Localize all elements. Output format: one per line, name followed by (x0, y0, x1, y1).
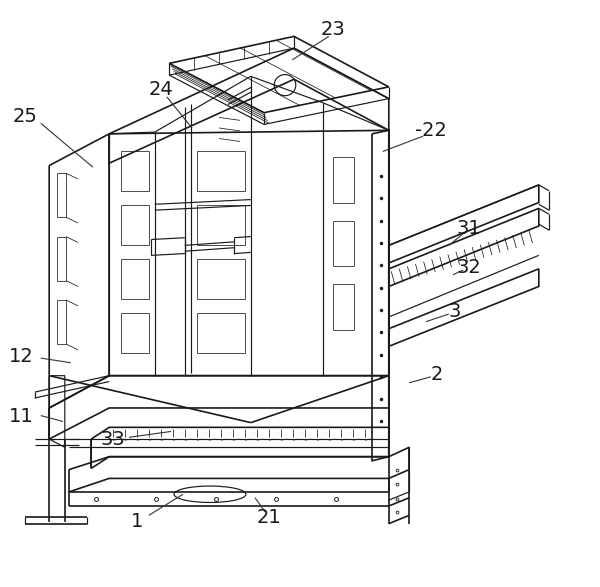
Text: 33: 33 (100, 430, 125, 448)
Text: 25: 25 (13, 107, 38, 126)
Text: 32: 32 (457, 258, 482, 276)
Text: 12: 12 (8, 348, 34, 366)
Text: 11: 11 (8, 407, 34, 426)
Text: 24: 24 (148, 80, 173, 99)
Text: 3: 3 (449, 302, 461, 321)
Text: 2: 2 (431, 365, 443, 384)
Text: 23: 23 (320, 20, 346, 39)
Text: -22: -22 (415, 121, 447, 140)
Text: 1: 1 (131, 512, 143, 531)
Text: 31: 31 (457, 220, 482, 238)
Text: 21: 21 (256, 508, 281, 527)
